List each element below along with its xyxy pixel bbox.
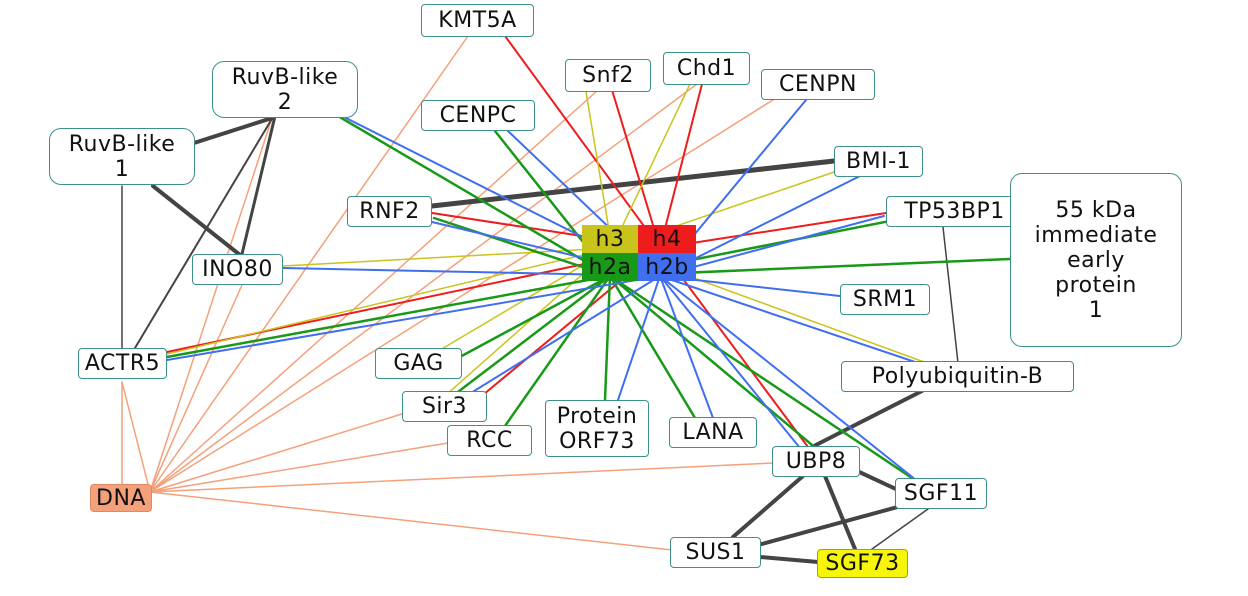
edge-dark (240, 110, 278, 256)
edge-dark (731, 474, 805, 539)
edge-h2a (165, 274, 612, 359)
node-tp53bp1[interactable]: TP53BP1 (886, 196, 1023, 227)
node-sgf11[interactable]: SGF11 (895, 478, 987, 509)
edge-h2a (603, 274, 612, 402)
node-sgf73[interactable]: SGF73 (817, 549, 908, 578)
edge-dna (149, 97, 777, 493)
node-ruvb-like-2[interactable]: RuvB-like 2 (212, 61, 358, 118)
edge-dark (134, 111, 277, 349)
edge-h3 (585, 91, 613, 249)
edge-dark (942, 226, 959, 364)
edge-dark (192, 116, 274, 145)
node-srm1[interactable]: SRM1 (840, 284, 930, 315)
edge-dark (429, 158, 837, 209)
edge-h2b (659, 275, 916, 363)
node-snf2[interactable]: Snf2 (565, 59, 651, 92)
edge-h2a (448, 274, 612, 400)
edge-dark (151, 184, 242, 257)
edge-h2b (659, 167, 877, 277)
edge-h2a (608, 274, 697, 420)
edge-h4 (504, 35, 661, 249)
edge-dark (871, 508, 929, 550)
edge-h2a (503, 274, 612, 428)
node-sus1[interactable]: SUS1 (670, 537, 761, 568)
edge-h3 (282, 247, 613, 267)
edge-h2b (659, 275, 801, 449)
node-chd1[interactable]: Chd1 (663, 52, 750, 85)
edge-dark (823, 474, 857, 551)
node-rcc[interactable]: RCC (447, 425, 532, 456)
edge-h4 (659, 247, 809, 448)
edge-h4 (611, 89, 661, 249)
node-actr5[interactable]: ACTR5 (78, 348, 167, 379)
node-kmt5a[interactable]: KMT5A (421, 4, 534, 37)
edge-dna (149, 89, 599, 493)
node-polyubiquitin-b[interactable]: Polyubiquitin-B (841, 361, 1074, 392)
edge-h2a (608, 274, 914, 480)
edge-h3 (166, 247, 613, 355)
node-ubp8[interactable]: UBP8 (772, 446, 860, 477)
node-bmi-1[interactable]: BMI-1 (834, 146, 923, 177)
edge-dna (121, 381, 151, 493)
edge-h2b (457, 275, 661, 402)
edge-h2a (336, 114, 612, 278)
edge-h2b (659, 215, 885, 277)
edge-dark (853, 468, 900, 492)
edge-dna (149, 491, 673, 551)
edge-dark (810, 389, 924, 449)
edge-h2b (617, 275, 661, 401)
edge-h2b (166, 275, 661, 361)
edge-dna (149, 284, 243, 493)
edge-dna (149, 412, 406, 493)
edge-dna (149, 117, 273, 493)
node-ruvb-like-1[interactable]: RuvB-like 1 (49, 128, 195, 185)
edge-h2b (659, 275, 714, 419)
node-dna[interactable]: DNA (90, 484, 152, 512)
edge-dark (758, 555, 820, 564)
edge-h4 (659, 212, 887, 249)
node-h3[interactable]: h3 (582, 225, 638, 253)
node-sir3[interactable]: Sir3 (402, 391, 487, 422)
node-cenpn[interactable]: CENPN (761, 69, 875, 100)
edge-dna (149, 83, 698, 493)
node-h4[interactable]: h4 (638, 225, 696, 253)
edge-dna (149, 462, 775, 493)
node-cenpc[interactable]: CENPC (421, 100, 535, 131)
edge-dark (756, 503, 907, 547)
node-rnf2[interactable]: RNF2 (347, 196, 432, 227)
node-protein-orf73[interactable]: Protein ORF73 (545, 400, 649, 457)
edge-h2a (432, 216, 612, 278)
node-h2a[interactable]: h2a (582, 253, 638, 281)
edge-h2a (608, 274, 832, 462)
node-gag[interactable]: GAG (375, 348, 462, 379)
node-h2b[interactable]: h2b (638, 253, 696, 281)
edge-h2b (659, 275, 917, 481)
node-ino80[interactable]: INO80 (192, 254, 283, 285)
edge-h2a (443, 274, 612, 367)
node-lana[interactable]: LANA (669, 417, 757, 448)
edge-h4 (659, 83, 703, 249)
edge-h3 (611, 83, 691, 249)
edge-dna (149, 442, 449, 493)
node-55kda-immediate-early-protein-1[interactable]: 55 kDa immediate early protein 1 (1010, 173, 1182, 347)
